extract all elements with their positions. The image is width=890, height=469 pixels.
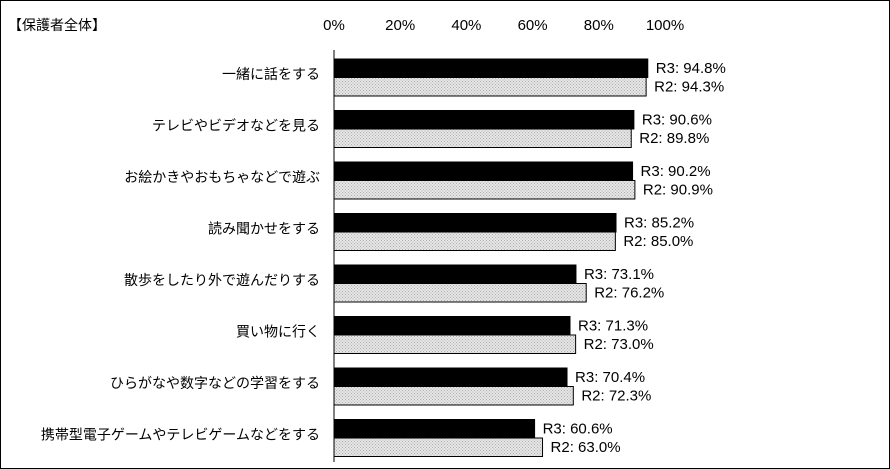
bar-r2 — [333, 437, 544, 457]
bar-r3 — [333, 58, 649, 78]
bar-r2 — [333, 77, 647, 97]
data-label-r3: R3: 70.4% — [575, 369, 645, 386]
bar-r3 — [333, 367, 568, 387]
category-label: 買い物に行く — [236, 324, 320, 340]
x-tick-label: 100% — [646, 17, 684, 34]
data-label-r3: R3: 71.3% — [578, 318, 648, 335]
data-label-r3: R3: 73.1% — [584, 266, 654, 283]
data-label-r2: R2: 73.0% — [584, 336, 654, 353]
data-label-r3: R3: 90.6% — [642, 112, 712, 129]
x-tick-label: 20% — [385, 17, 415, 34]
data-label-r2: R2: 76.2% — [594, 285, 664, 302]
data-label-r2: R2: 85.0% — [623, 233, 693, 250]
data-label-r3: R3: 94.8% — [656, 60, 726, 77]
data-label-r2: R2: 72.3% — [581, 388, 651, 405]
category-label: 散歩をしたり外で遊んだりする — [124, 272, 320, 288]
data-label-r2: R2: 90.9% — [643, 182, 713, 199]
bar-r3 — [333, 213, 617, 233]
data-label-r2: R2: 89.8% — [639, 130, 709, 147]
category-label: 携帯型電子ゲームやテレビゲームなどをする — [41, 427, 320, 443]
x-tick-label: 0% — [323, 17, 345, 34]
chart-title: 【保護者全体】 — [8, 17, 106, 33]
data-label-r3: R3: 60.6% — [543, 421, 613, 438]
bar-r2 — [333, 128, 632, 148]
bar-r2 — [333, 334, 577, 354]
category-label: テレビやビデオなどを見る — [152, 118, 320, 134]
bar-r2 — [333, 180, 636, 200]
data-label-r2: R2: 63.0% — [551, 439, 621, 456]
bar-r3 — [333, 264, 577, 284]
bar-r2 — [333, 283, 587, 303]
category-label: 一緒に話をする — [222, 66, 320, 82]
bar-r3 — [333, 110, 635, 130]
category-label: お絵かきやおもちゃなどで遊ぶ — [124, 169, 320, 185]
data-label-r2: R2: 94.3% — [654, 79, 724, 96]
bar-r2 — [333, 386, 574, 406]
category-label: ひらがなや数字などの学習をする — [110, 375, 320, 391]
data-label-r3: R3: 85.2% — [624, 215, 694, 232]
x-tick-label: 60% — [518, 17, 548, 34]
bar-r3 — [333, 419, 536, 439]
data-label-r3: R3: 90.2% — [641, 163, 711, 180]
x-tick-label: 80% — [584, 17, 614, 34]
x-tick-label: 40% — [451, 17, 481, 34]
bar-r3 — [333, 316, 571, 336]
category-label: 読み聞かせをする — [208, 221, 320, 237]
bar-r3 — [333, 161, 634, 181]
bar-r2 — [333, 231, 616, 251]
